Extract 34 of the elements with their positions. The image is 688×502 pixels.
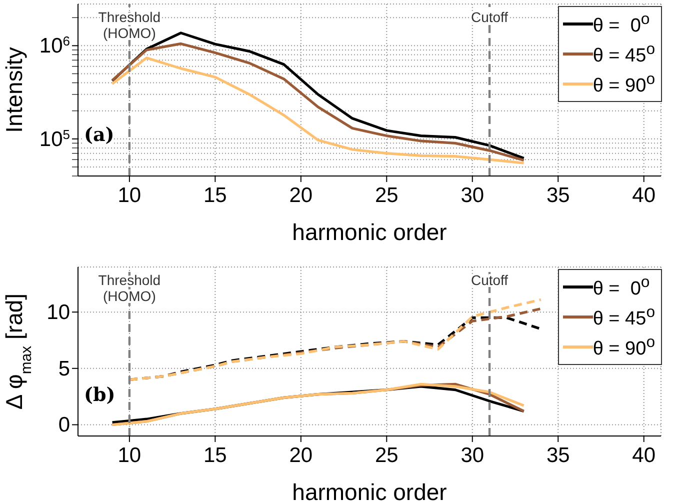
y-tick-label: 5 (58, 357, 70, 380)
x-tick-label: 30 (460, 184, 484, 207)
y-tick-label: 0 (58, 414, 70, 437)
x-tick-label: 10 (118, 444, 142, 467)
x-tick-label: 25 (374, 184, 398, 207)
y-tick-label: 10$^{6}$ (39, 33, 70, 58)
x-tick-label: 20 (289, 444, 313, 467)
x-axis-title: harmonic order (292, 219, 448, 245)
x-tick-label: 20 (289, 184, 313, 207)
y-tick-label: 10 (46, 301, 70, 324)
legend-label: θ = 90$^{o}$ (592, 334, 655, 360)
x-tick-label: 15 (203, 184, 227, 207)
annotation: (b) (84, 384, 116, 406)
ref-line-label: Cutoff (470, 272, 508, 288)
y-tick-label: 10$^{5}$ (39, 126, 70, 151)
x-tick-label: 10 (118, 184, 142, 207)
y-axis-title: Intensity (1, 46, 27, 133)
x-tick-label: 30 (460, 444, 484, 467)
legend-label: θ = 45$^{o}$ (592, 304, 655, 330)
x-tick-label: 15 (203, 444, 227, 467)
x-tick-label: 35 (546, 444, 570, 467)
x-tick-label: 40 (632, 444, 656, 467)
legend-label: θ = 90$^{o}$ (592, 70, 655, 98)
ref-line-label: Cutoff (470, 9, 508, 25)
ref-line-label: Threshold (HOMO) (98, 9, 161, 41)
annotation: (a) (84, 124, 114, 146)
x-tick-label: 35 (546, 184, 570, 207)
x-tick-label: 40 (632, 184, 656, 207)
legend-label: θ = 0$^{o}$ (592, 10, 650, 38)
legend-label: θ = 45$^{o}$ (592, 40, 655, 68)
legend-label: θ = 0$^{o}$ (592, 274, 650, 300)
ref-line-label: Threshold (HOMO) (98, 272, 161, 304)
x-axis-title: harmonic order (292, 479, 448, 502)
x-tick-label: 25 (374, 444, 398, 467)
